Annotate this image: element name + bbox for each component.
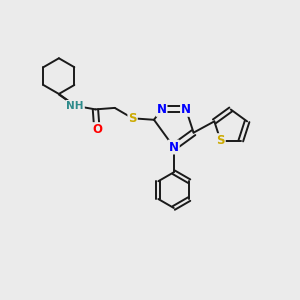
Text: NH: NH [67,101,84,111]
Text: O: O [92,123,102,136]
Text: N: N [169,140,179,154]
Text: N: N [181,103,191,116]
Text: S: S [128,112,137,125]
Text: N: N [157,103,166,116]
Text: S: S [216,134,225,147]
